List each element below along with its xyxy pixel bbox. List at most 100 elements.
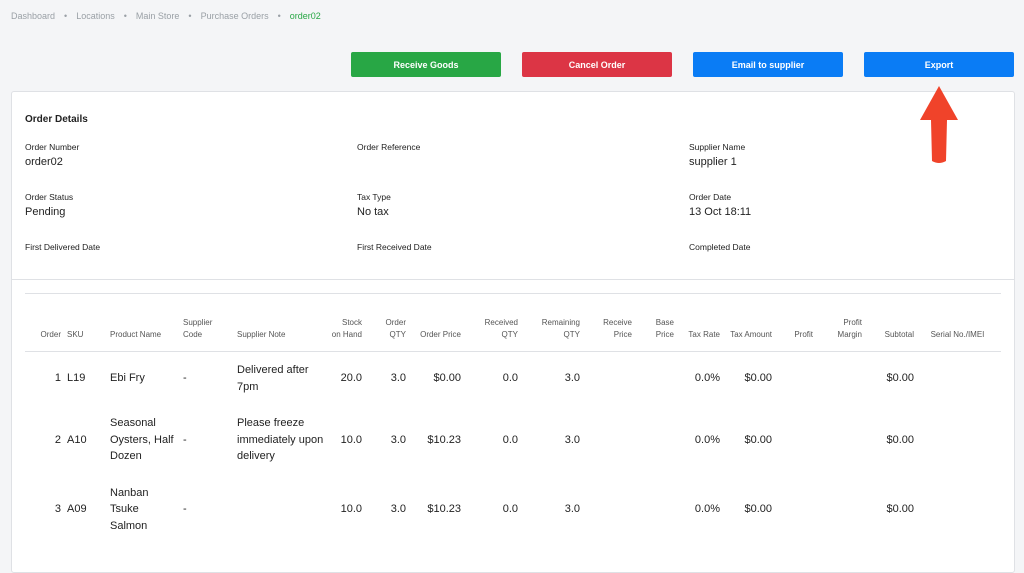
field-value: No tax	[357, 206, 389, 218]
table-cell: 3.0	[390, 372, 406, 385]
table-cell: $0.00	[744, 372, 772, 385]
detail-field: Order Date 13 Oct 18:11	[689, 192, 989, 218]
field-value: supplier 1	[689, 156, 737, 168]
table-cell: 3.0	[390, 433, 406, 446]
table-cell: 2	[54, 433, 61, 446]
field-value: order02	[25, 156, 63, 168]
table-cell	[778, 475, 819, 545]
column-header: Order QTY	[368, 293, 412, 352]
table-cell: 20.0	[340, 372, 362, 385]
table-cell	[819, 405, 868, 475]
table-cell: 1	[54, 372, 61, 385]
separator: •	[123, 11, 127, 21]
section-title: Order Details	[25, 114, 88, 125]
field-label: Order Status	[25, 192, 74, 202]
breadcrumb-item[interactable]: Locations	[76, 11, 115, 21]
separator: •	[64, 11, 68, 21]
table-cell: 3.0	[564, 503, 580, 515]
breadcrumb-item[interactable]: Main Store	[135, 11, 180, 21]
table-cell: L19	[67, 372, 86, 385]
separator: •	[277, 11, 281, 21]
column-header: Received QTY	[467, 293, 524, 352]
table-cell: Please freeze immediately upon delivery	[237, 417, 324, 462]
table-cell: 0.0%	[694, 503, 720, 515]
detail-field: Order Reference	[357, 142, 657, 156]
detail-field: Order Status Pending	[25, 192, 325, 218]
field-label: First Delivered Date	[25, 242, 101, 252]
table-cell: $0.00	[886, 433, 914, 446]
table-cell: A10	[67, 433, 87, 446]
action-button[interactable]: Receive Goods	[351, 52, 501, 77]
field-label: Completed Date	[689, 242, 751, 252]
arrow-shape	[920, 86, 958, 163]
table-cell: 3.0	[390, 503, 406, 515]
table-cell: Delivered after 7pm	[237, 364, 309, 393]
header-row: Order SKU Product Name Supplier Code Supplie…	[25, 293, 1001, 352]
table-row: 3 A09 Nanban Tsuke Salmon - 10.0 3.0 $10.23 0.0…	[25, 475, 1001, 545]
field-value: 13 Oct 18:11	[689, 206, 752, 218]
table-cell: Ebi Fry	[110, 372, 145, 385]
table-cell: $0.00	[433, 372, 461, 385]
breadcrumb-item[interactable]: Purchase Orders	[200, 11, 269, 21]
table-cell	[920, 475, 1001, 545]
table-cell: -	[183, 433, 187, 446]
table-row: 2 A10 Seasonal Oysters, Half Dozen - Please …	[25, 405, 1001, 475]
column-header: Stock on Hand	[331, 293, 368, 352]
separator: •	[188, 11, 192, 21]
table-cell	[638, 352, 680, 406]
detail-field: First Delivered Date	[25, 242, 325, 256]
field-label: Order Date	[689, 192, 732, 202]
breadcrumb-item[interactable]: Dashboard	[11, 11, 56, 21]
action-button[interactable]: Email to supplier	[693, 52, 843, 77]
detail-field: Order Number order02	[25, 142, 325, 168]
breadcrumb: Dashboard • Locations • Main Store • Purchase …	[11, 11, 321, 21]
table-cell: 3	[54, 503, 61, 515]
table-cell	[819, 475, 868, 545]
column-header: Base Price	[638, 293, 680, 352]
table-cell: Seasonal Oysters, Half Dozen	[110, 417, 174, 462]
table-cell	[586, 405, 638, 475]
field-label: Tax Type	[357, 192, 391, 202]
table-cell: $10.23	[427, 433, 461, 446]
field-label: Order Reference	[357, 142, 421, 152]
detail-field: First Received Date	[357, 242, 657, 256]
column-header: Supplier Code	[183, 293, 237, 352]
column-header: Remaining QTY	[524, 293, 586, 352]
annotation-arrow	[920, 86, 958, 163]
table-cell: -	[183, 372, 187, 385]
column-header: Order	[25, 293, 67, 352]
action-button[interactable]: Cancel Order	[522, 52, 672, 77]
table-cell: 3.0	[564, 433, 580, 446]
table-cell	[586, 475, 638, 545]
detail-field: Tax Type No tax	[357, 192, 657, 218]
table-cell	[638, 405, 680, 475]
table-cell: 3.0	[564, 372, 580, 385]
column-header: Order Price	[412, 293, 467, 352]
column-header: Serial No./IMEI	[920, 293, 1001, 352]
field-value: Pending	[25, 206, 66, 218]
column-header: Subtotal	[868, 293, 920, 352]
table-cell	[778, 405, 819, 475]
table-cell: A09	[67, 503, 87, 515]
breadcrumb-item[interactable]: order02	[289, 11, 321, 21]
column-header: Profit	[778, 293, 819, 352]
column-header: Profit Margin	[819, 293, 868, 352]
order-details: Order Details Order Number order02 Order R…	[12, 92, 1014, 280]
table-cell	[778, 352, 819, 406]
table-cell: Nanban Tsuke Salmon	[110, 486, 149, 532]
table-cell: -	[183, 503, 187, 515]
table-cell	[920, 405, 1001, 475]
table-cell: $0.00	[744, 433, 772, 446]
field-label: First Received Date	[357, 242, 432, 252]
table-cell: $0.00	[886, 372, 914, 385]
table-cell	[920, 352, 1001, 406]
column-header: Supplier Note	[237, 293, 331, 352]
order-items-table: Order SKU Product Name Supplier Code Supplie…	[25, 293, 1001, 544]
table-cell: 10.0	[340, 503, 362, 515]
action-button[interactable]: Export	[864, 52, 1014, 77]
order-card: Order Details Order Number order02 Order R…	[11, 91, 1015, 573]
table-cell	[638, 475, 680, 545]
table-cell: 0.0	[502, 433, 518, 446]
column-header: Receive Price	[586, 293, 638, 352]
table-cell	[586, 352, 638, 406]
